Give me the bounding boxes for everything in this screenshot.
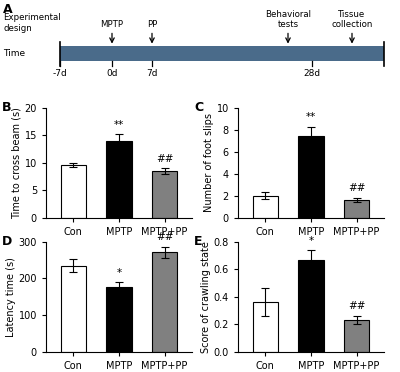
Text: *: * xyxy=(116,268,122,278)
Bar xyxy=(61,165,86,218)
Bar xyxy=(61,266,86,352)
Text: 28d: 28d xyxy=(304,68,320,77)
Bar xyxy=(253,196,278,218)
Text: -7d: -7d xyxy=(53,68,67,77)
Text: Time: Time xyxy=(3,49,25,58)
Y-axis label: Time to cross beam (s): Time to cross beam (s) xyxy=(12,107,22,219)
Y-axis label: Score of crawling state: Score of crawling state xyxy=(201,241,211,353)
Text: Behavioral
tests: Behavioral tests xyxy=(265,10,311,29)
Text: 7d: 7d xyxy=(146,68,158,77)
Bar xyxy=(106,141,132,218)
Text: **: ** xyxy=(114,120,124,130)
Bar xyxy=(344,320,369,352)
Bar xyxy=(298,260,324,352)
Y-axis label: Latency time (s): Latency time (s) xyxy=(6,257,16,337)
Text: E: E xyxy=(194,235,203,248)
Text: ##: ## xyxy=(348,183,365,193)
Bar xyxy=(106,287,132,352)
Text: A: A xyxy=(3,3,13,16)
Text: ##: ## xyxy=(348,301,365,311)
Text: C: C xyxy=(194,101,203,114)
Text: ##: ## xyxy=(156,232,173,242)
Text: Experimental
design: Experimental design xyxy=(3,13,61,33)
Bar xyxy=(152,252,177,352)
Text: **: ** xyxy=(306,112,316,122)
Text: MPTP: MPTP xyxy=(100,20,124,29)
Bar xyxy=(152,171,177,218)
Bar xyxy=(298,137,324,218)
Text: PP: PP xyxy=(147,20,157,29)
Text: ##: ## xyxy=(156,154,173,164)
Text: 0d: 0d xyxy=(106,68,118,77)
Bar xyxy=(60,46,384,61)
Bar xyxy=(253,302,278,352)
Text: B: B xyxy=(2,101,12,114)
Text: D: D xyxy=(2,235,12,248)
Text: *: * xyxy=(308,235,314,246)
Y-axis label: Number of foot slips: Number of foot slips xyxy=(204,113,214,212)
Text: Tissue
collection: Tissue collection xyxy=(331,10,373,29)
Bar xyxy=(344,200,369,218)
